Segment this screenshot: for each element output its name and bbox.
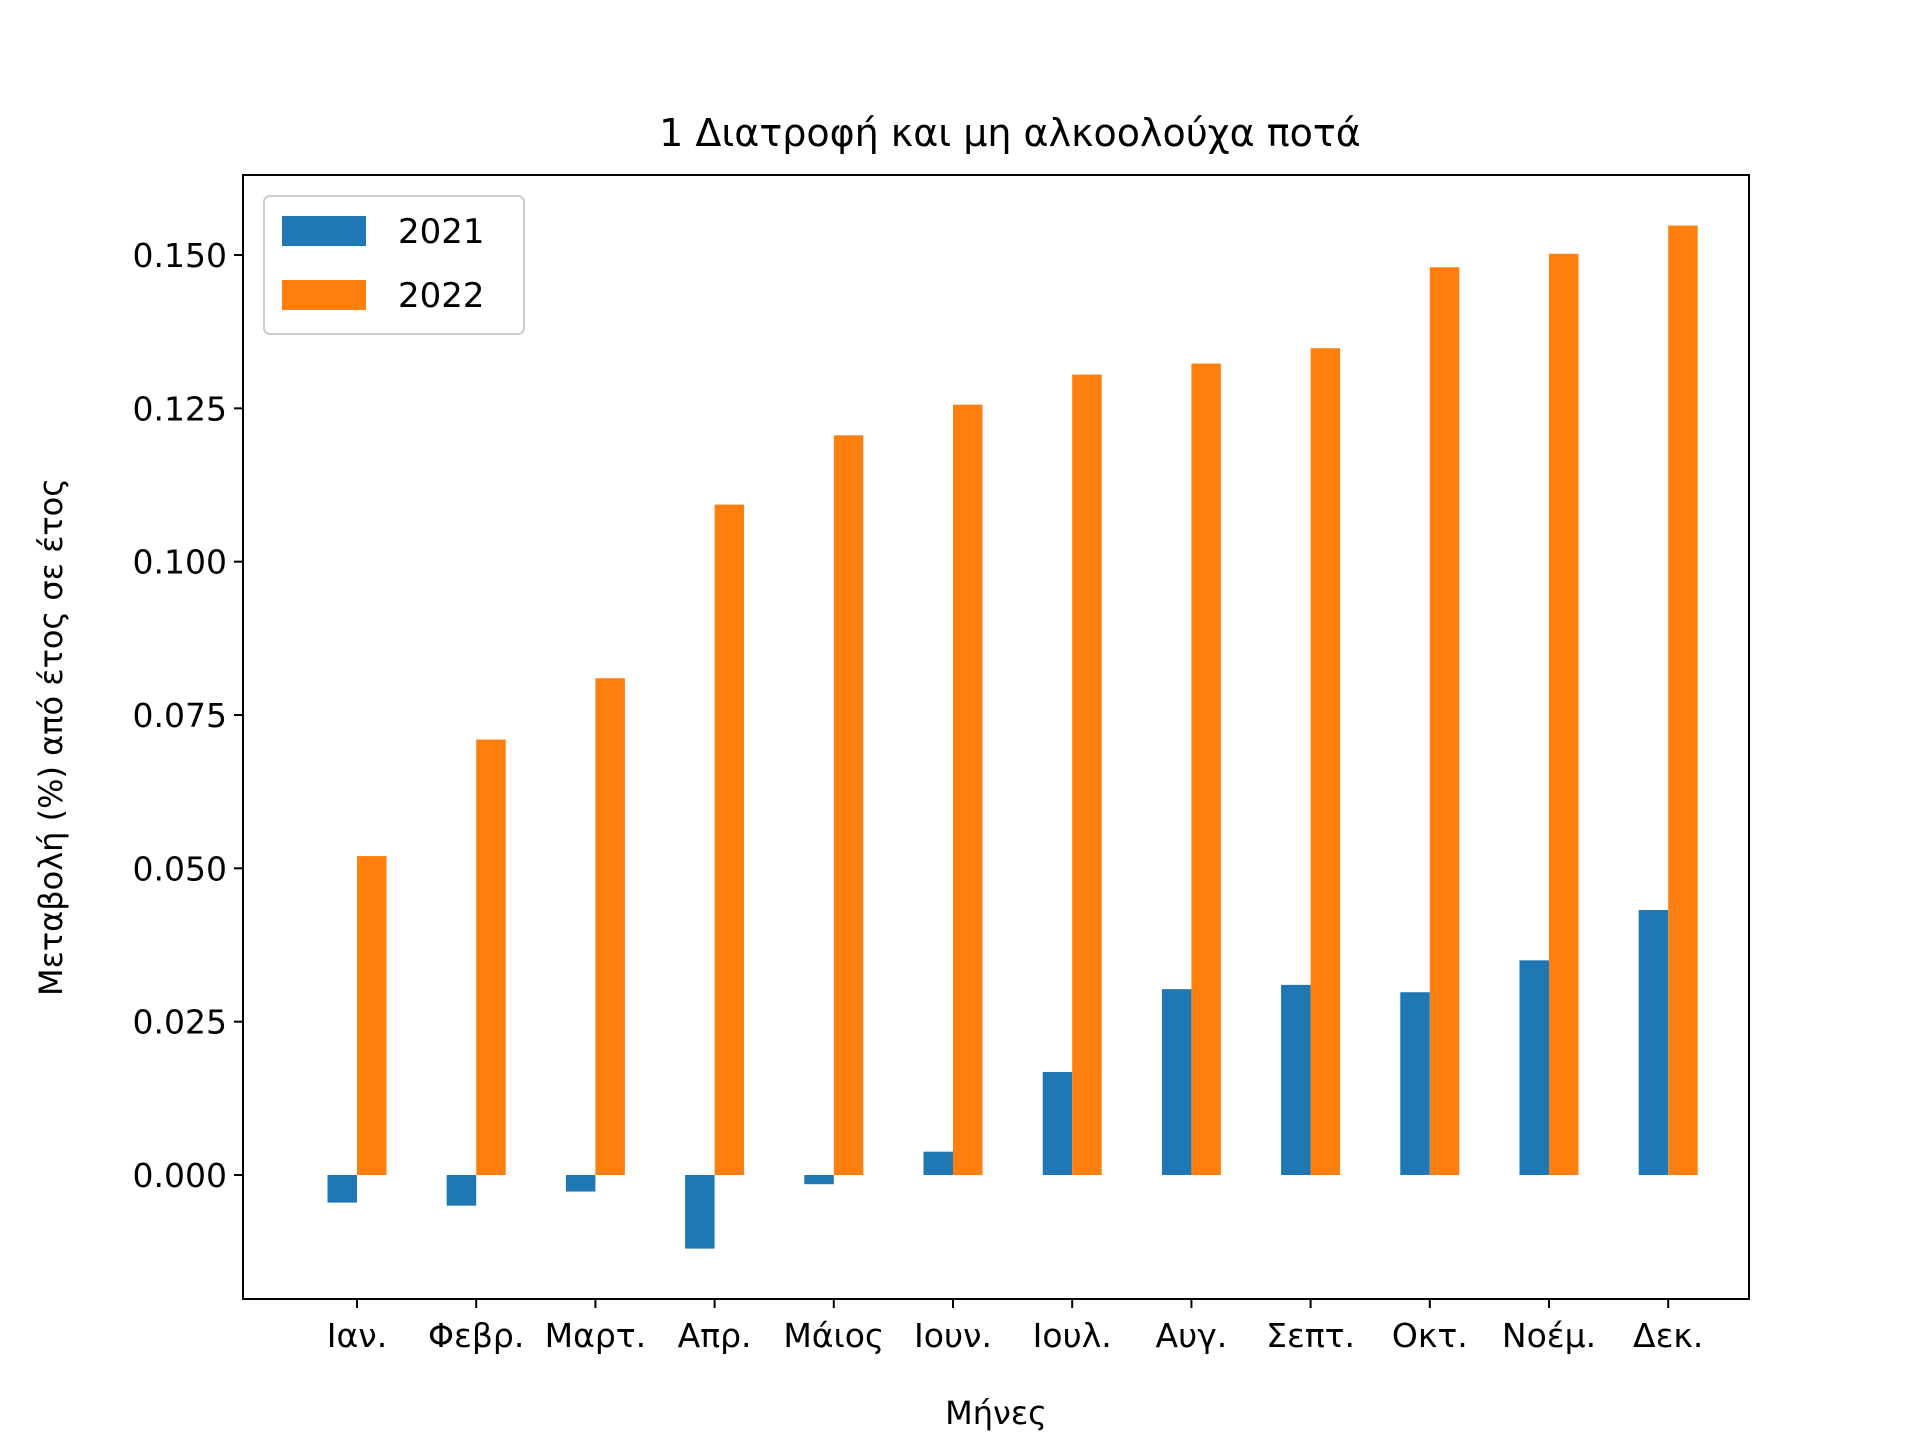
x-tick-label: Μαρτ.	[545, 1316, 647, 1355]
x-tick-label: Ιαν.	[327, 1316, 387, 1355]
bar-2021-8	[1161, 989, 1192, 1175]
bar-2021-7	[1042, 1071, 1073, 1175]
bar-2022-5	[833, 435, 864, 1175]
x-axis-label: Μήνες	[945, 1394, 1047, 1432]
x-tick-label: Μάιος	[783, 1316, 884, 1355]
bar-2021-3	[565, 1175, 596, 1192]
legend-swatch-2021	[282, 216, 366, 246]
bar-2021-9	[1281, 984, 1311, 1175]
bar-2021-4	[685, 1175, 715, 1249]
x-tick-label: Οκτ.	[1392, 1316, 1468, 1355]
legend-swatch-2022	[282, 280, 366, 310]
bars	[327, 225, 1698, 1249]
y-tick-label: 0.075	[133, 696, 227, 735]
bar-2021-2	[446, 1175, 477, 1206]
bar-2021-6	[923, 1151, 953, 1175]
legend-label-2021: 2021	[398, 212, 485, 252]
bar-2021-1	[327, 1175, 357, 1203]
y-axis: 0.000 0.025 0.050 0.075 0.100 0.125 0.150	[133, 236, 243, 1195]
y-tick-label: 0.125	[133, 389, 227, 428]
x-tick-label: Φεβρ.	[428, 1316, 524, 1355]
x-tick-label: Δεκ.	[1633, 1316, 1703, 1355]
x-tick-label: Ιουλ.	[1033, 1316, 1112, 1355]
y-tick-label: 0.150	[133, 236, 227, 275]
bar-2022-9	[1310, 348, 1341, 1176]
y-tick-label: 0.025	[133, 1003, 227, 1042]
bar-2022-3	[595, 678, 625, 1175]
x-tick-label: Απρ.	[678, 1316, 752, 1355]
x-tick-label: Σεπτ.	[1266, 1316, 1355, 1355]
x-tick-label: Νοέμ.	[1502, 1316, 1596, 1355]
y-tick-label: 0.050	[133, 849, 227, 888]
bar-2022-6	[953, 404, 983, 1175]
x-axis: Ιαν. Φεβρ. Μαρτ. Απρ. Μάιος Ιουν. Ιουλ. Αυγ. Σεπ…	[327, 1299, 1703, 1355]
bar-2021-5	[804, 1175, 834, 1185]
bar-2022-1	[357, 856, 387, 1175]
y-tick-label: 0.100	[133, 543, 227, 582]
x-tick-label: Ιουν.	[914, 1316, 992, 1355]
bar-2022-7	[1072, 374, 1102, 1176]
bar-2021-12	[1638, 910, 1669, 1175]
y-axis-label: Μεταβολή (%) από έτος σε έτος	[32, 478, 70, 996]
x-tick-label: Αυγ.	[1156, 1316, 1228, 1355]
chart-title: 1 Διατροφή και μη αλκοολούχα ποτά	[659, 111, 1361, 155]
bar-2022-8	[1191, 363, 1221, 1175]
legend-label-2022: 2022	[398, 276, 485, 316]
bar-2022-11	[1549, 253, 1579, 1175]
bar-2021-10	[1400, 992, 1430, 1175]
legend: 2021 2022	[263, 195, 525, 335]
bar-2022-2	[476, 739, 506, 1175]
bar-2022-12	[1668, 225, 1698, 1175]
bar-2021-11	[1519, 960, 1549, 1175]
plot-frame	[242, 174, 1750, 1300]
bar-2022-4	[714, 504, 745, 1175]
y-tick-label: 0.000	[133, 1156, 227, 1195]
bar-2022-10	[1429, 267, 1460, 1175]
